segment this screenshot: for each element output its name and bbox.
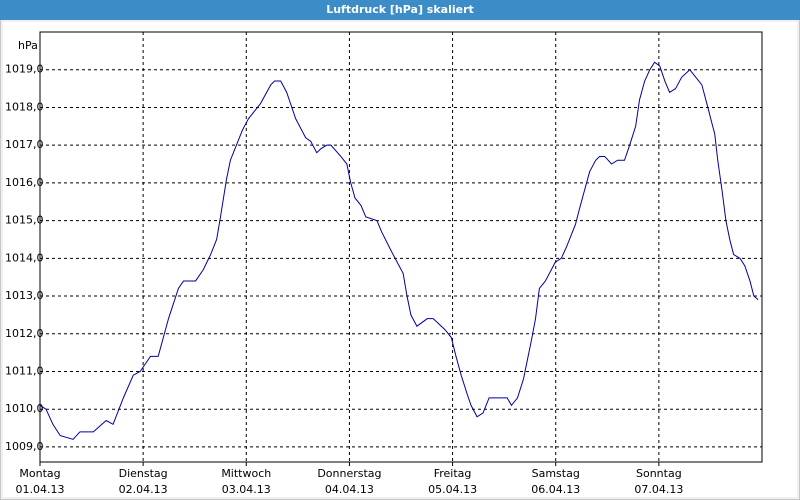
x-tick-date: 01.04.13 <box>16 483 65 496</box>
y-tick-label: 1011,0 <box>5 364 44 377</box>
x-tick-day: Mittwoch <box>221 467 271 480</box>
y-tick-label: 1017,0 <box>5 138 44 151</box>
y-tick-label: 1010,0 <box>5 402 44 415</box>
x-tick-day: Donnerstag <box>317 467 381 480</box>
y-tick-label: 1009,0 <box>5 440 44 453</box>
y-tick-label: 1014,0 <box>5 251 44 264</box>
y-tick-label: 1019,0 <box>5 63 44 76</box>
y-tick-label: 1015,0 <box>5 214 44 227</box>
x-tick-day: Montag <box>19 467 60 480</box>
x-tick-day: Sonntag <box>636 467 682 480</box>
plot-frame <box>39 31 763 463</box>
x-tick-day: Freitag <box>434 467 472 480</box>
y-tick-label: 1016,0 <box>5 176 44 189</box>
x-tick-date: 04.04.13 <box>325 483 374 496</box>
y-tick-label: 1012,0 <box>5 327 44 340</box>
chart-title: Luftdruck [hPa] skaliert <box>326 3 474 16</box>
chart-area <box>3 22 797 497</box>
x-tick-date: 06.04.13 <box>531 483 580 496</box>
x-tick-date: 02.04.13 <box>119 483 168 496</box>
x-tick-day: Samstag <box>532 467 580 480</box>
y-tick-label: 1018,0 <box>5 100 44 113</box>
y-axis-label: hPa <box>18 39 38 52</box>
x-tick-date: 07.04.13 <box>634 483 683 496</box>
x-tick-day: Dienstag <box>119 467 168 480</box>
y-tick-label: 1013,0 <box>5 289 44 302</box>
x-tick-date: 05.04.13 <box>428 483 477 496</box>
data-line <box>39 61 759 440</box>
title-bar <box>0 0 800 20</box>
x-tick-date: 03.04.13 <box>222 483 271 496</box>
